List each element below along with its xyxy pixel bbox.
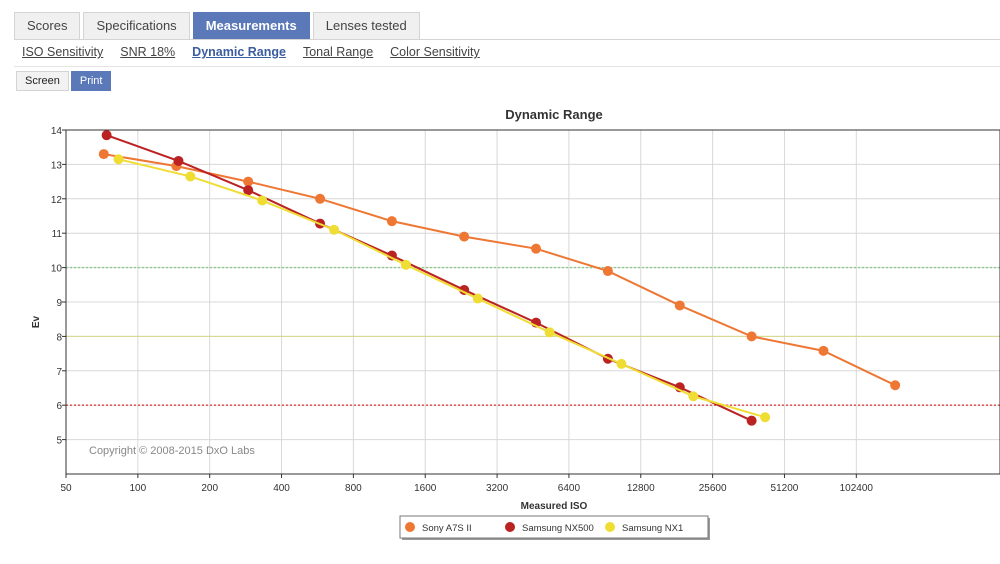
data-point bbox=[257, 195, 268, 206]
legend: Sony A7S II Samsung NX500 Samsung NX1 bbox=[399, 515, 710, 540]
chart-title: Dynamic Range bbox=[505, 107, 603, 122]
screen-button[interactable]: Screen bbox=[16, 71, 69, 91]
tab-scores[interactable]: Scores bbox=[14, 12, 81, 39]
print-button[interactable]: Print bbox=[70, 71, 112, 91]
data-point bbox=[531, 243, 542, 254]
data-point bbox=[459, 231, 470, 242]
x-tick-label: 100 bbox=[130, 483, 147, 494]
data-point bbox=[243, 185, 254, 196]
legend-marker bbox=[605, 522, 615, 532]
x-tick-label: 6400 bbox=[558, 483, 581, 494]
data-point bbox=[400, 259, 411, 270]
dynamic-range-chart: Dynamic Range 50 100 200 400 800 1600 3200 6400… bbox=[0, 92, 1000, 559]
y-tick-label: 7 bbox=[56, 367, 62, 378]
y-tick-label: 14 bbox=[51, 126, 63, 137]
legend-marker bbox=[505, 522, 515, 532]
subtab-color-sensitivity[interactable]: Color Sensitivity bbox=[390, 45, 480, 59]
y-tick-label: 12 bbox=[51, 195, 63, 206]
subnav-divider bbox=[14, 66, 1000, 67]
data-point bbox=[98, 149, 109, 160]
x-tick-label: 3200 bbox=[486, 483, 509, 494]
data-point bbox=[315, 193, 326, 204]
x-tick-label: 400 bbox=[273, 483, 290, 494]
subtab-iso-sensitivity[interactable]: ISO Sensitivity bbox=[22, 45, 104, 59]
y-tick-label: 8 bbox=[56, 332, 62, 343]
series-line bbox=[103, 153, 896, 387]
data-point bbox=[616, 358, 627, 369]
y-tick-label: 9 bbox=[56, 298, 62, 309]
x-tick-label: 51200 bbox=[771, 483, 799, 494]
x-tick-label: 12800 bbox=[627, 483, 655, 494]
data-point bbox=[329, 224, 340, 235]
data-point bbox=[746, 331, 757, 342]
x-tick-label: 800 bbox=[345, 483, 362, 494]
x-tick-label: 200 bbox=[201, 483, 218, 494]
tab-measurements[interactable]: Measurements bbox=[192, 12, 310, 39]
subtab-tonal-range[interactable]: Tonal Range bbox=[302, 45, 374, 59]
tab-divider bbox=[14, 39, 1000, 40]
data-point bbox=[544, 327, 555, 338]
data-point bbox=[746, 415, 757, 426]
series-line bbox=[118, 158, 766, 419]
data-point bbox=[760, 412, 771, 423]
x-axis-label: Measured ISO bbox=[521, 501, 588, 512]
x-tick-label: 50 bbox=[60, 483, 72, 494]
y-tick-label: 10 bbox=[51, 264, 63, 275]
y-tick-label: 5 bbox=[56, 436, 62, 447]
legend-label: Samsung NX500 bbox=[522, 523, 594, 534]
data-point bbox=[113, 154, 124, 165]
legend-label: Sony A7S II bbox=[422, 523, 472, 534]
tab-specifications[interactable]: Specifications bbox=[83, 12, 190, 39]
legend-box bbox=[399, 515, 709, 539]
data-point bbox=[472, 293, 483, 304]
data-point bbox=[185, 171, 196, 182]
y-tick-label: 11 bbox=[52, 229, 63, 240]
main-tabs: Scores Specifications Measurements Lense… bbox=[14, 12, 423, 39]
view-toggle: Screen Print bbox=[16, 71, 112, 91]
chart-svg: Dynamic Range 50 100 200 400 800 1600 3200 6400… bbox=[31, 107, 1000, 540]
series-line bbox=[106, 134, 753, 422]
x-tick-label: 102400 bbox=[840, 483, 874, 494]
copyright-text: Copyright © 2008-2015 DxO Labs bbox=[89, 445, 255, 457]
data-point bbox=[674, 300, 685, 311]
data-point bbox=[818, 345, 829, 356]
subtab-snr-18[interactable]: SNR 18% bbox=[120, 45, 176, 59]
data-point bbox=[173, 155, 184, 166]
y-tick-label: 6 bbox=[56, 401, 62, 412]
legend-marker bbox=[405, 522, 415, 532]
data-point bbox=[688, 391, 699, 402]
data-point bbox=[386, 216, 397, 227]
x-tick-label: 25600 bbox=[699, 483, 727, 494]
data-point bbox=[890, 380, 901, 391]
measurement-subnav: ISO Sensitivity SNR 18% Dynamic Range To… bbox=[22, 45, 480, 59]
legend-label: Samsung NX1 bbox=[622, 523, 683, 534]
tab-lenses-tested[interactable]: Lenses tested bbox=[312, 12, 420, 39]
data-point bbox=[602, 266, 613, 277]
x-tick-label: 1600 bbox=[414, 483, 437, 494]
data-point bbox=[386, 250, 397, 261]
data-point bbox=[101, 130, 112, 141]
data-point bbox=[243, 176, 254, 187]
y-axis-label: Ev bbox=[31, 315, 42, 328]
y-tick-label: 13 bbox=[51, 160, 63, 171]
subtab-dynamic-range[interactable]: Dynamic Range bbox=[192, 45, 286, 59]
